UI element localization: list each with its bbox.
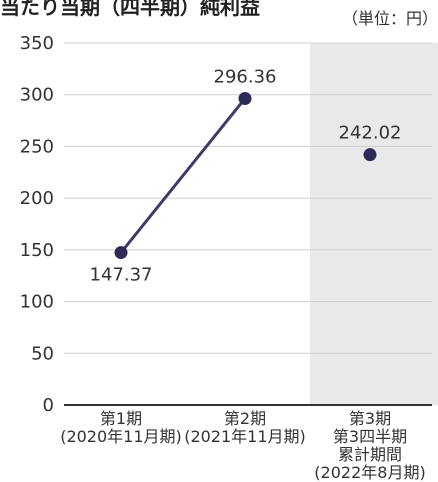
y-axis-labels: 0 50 100 150 200 250 300 350 <box>20 33 54 416</box>
x-tick-label: 第2期 <box>224 409 266 428</box>
y-tick-label: 100 <box>20 292 54 313</box>
highlight-background <box>310 43 438 405</box>
x-category-q2: 第2期(2021年11月期) <box>184 409 306 446</box>
x-tick-label: (2021年11月期) <box>184 427 306 446</box>
y-tick-label: 300 <box>20 85 54 106</box>
x-tick-label: 第3期 <box>349 409 391 428</box>
unit-label: （単位：円） <box>342 9 438 28</box>
cut-title-fragment: 当たり当期（四半期）純利益 <box>0 0 260 19</box>
y-tick-label: 350 <box>20 33 54 54</box>
data-point <box>238 91 252 105</box>
data-point <box>114 246 128 260</box>
x-tick-label: 累計期間 <box>338 445 402 464</box>
data-label: 147.37 <box>90 265 153 286</box>
x-tick-label: 第3四半期 <box>333 427 407 446</box>
series-line-segment <box>119 96 247 255</box>
y-tick-label: 150 <box>20 240 54 261</box>
x-tick-label: (2020年11月期) <box>60 427 182 446</box>
x-tick-label: 第1期 <box>100 409 142 428</box>
series-lines <box>119 96 247 255</box>
y-tick-label: 0 <box>43 395 54 416</box>
x-category-q1: 第1期(2020年11月期) <box>60 409 182 446</box>
data-label: 296.36 <box>214 66 277 87</box>
y-tick-label: 50 <box>31 343 54 364</box>
y-tick-label: 250 <box>20 136 54 157</box>
data-labels: 147.37 296.36 242.02 <box>90 66 402 285</box>
x-tick-label: (2022年8月期) <box>314 463 425 482</box>
series-points <box>114 91 377 260</box>
data-point <box>363 148 377 162</box>
y-tick-label: 200 <box>20 188 54 209</box>
x-axis-labels: 第1期(2020年11月期)第2期(2021年11月期)第3期第3四半期累計期間… <box>60 409 425 482</box>
data-label: 242.02 <box>339 123 402 144</box>
